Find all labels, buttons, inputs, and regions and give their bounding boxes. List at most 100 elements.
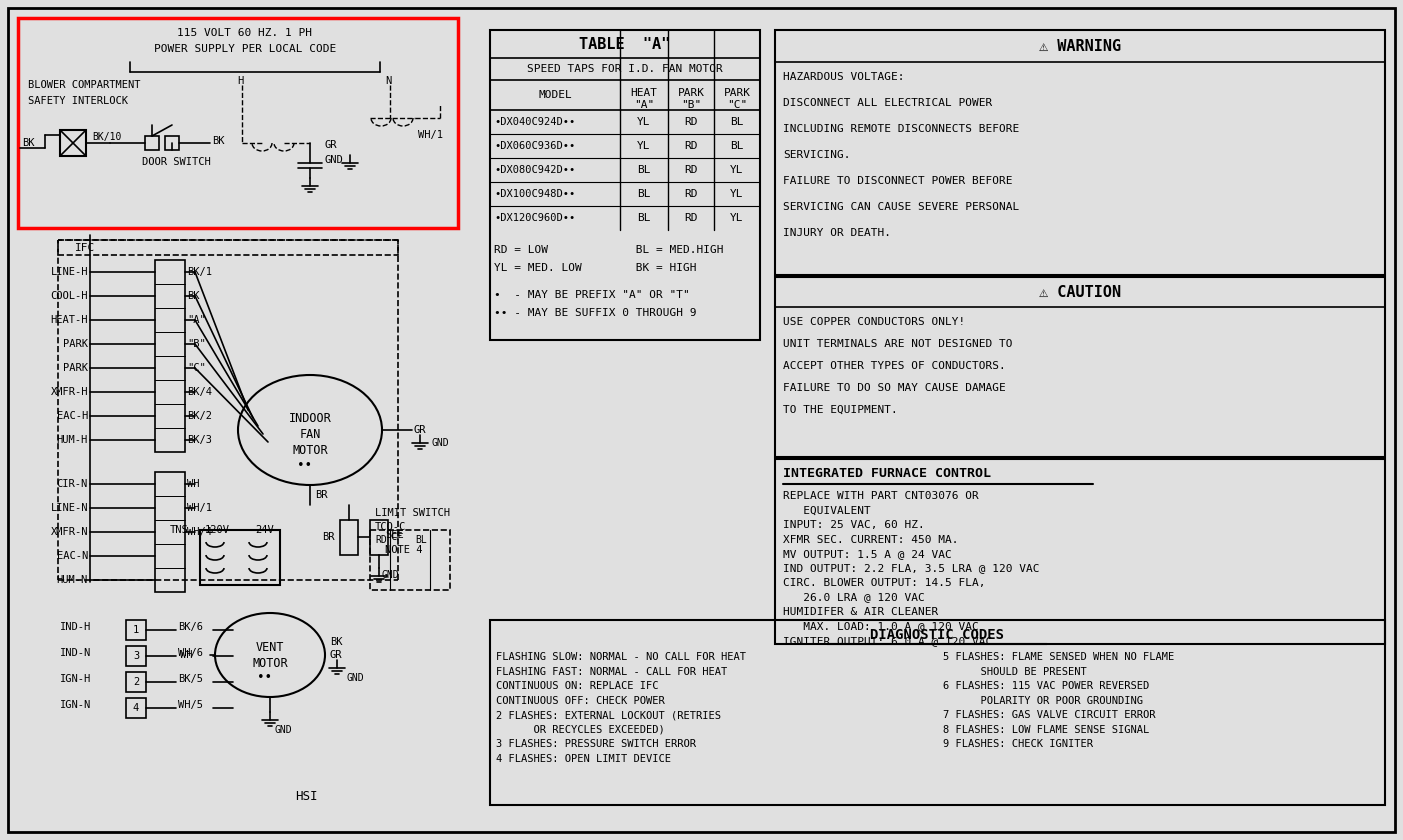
Text: •DX120C960D••: •DX120C960D••: [494, 213, 575, 223]
Text: BR: BR: [316, 490, 327, 500]
Text: WH/1: WH/1: [418, 130, 443, 140]
Text: IGNITER OUTPUT: 6.0 A @ 120 VAC: IGNITER OUTPUT: 6.0 A @ 120 VAC: [783, 636, 992, 646]
Text: BL: BL: [730, 141, 744, 151]
Text: CIR-N: CIR-N: [56, 479, 88, 489]
Text: SERVICING.: SERVICING.: [783, 150, 850, 160]
Text: ⚠ WARNING: ⚠ WARNING: [1040, 39, 1121, 54]
Text: MV OUTPUT: 1.5 A @ 24 VAC: MV OUTPUT: 1.5 A @ 24 VAC: [783, 549, 951, 559]
Text: BL: BL: [637, 165, 651, 175]
Text: BK/2: BK/2: [187, 411, 212, 421]
Text: IND-N: IND-N: [60, 648, 91, 658]
Text: HUMIDIFER & AIR CLEANER: HUMIDIFER & AIR CLEANER: [783, 607, 939, 617]
Text: GND: GND: [382, 570, 400, 580]
Text: RD: RD: [685, 165, 697, 175]
Text: 9 FLASHES: CHECK IGNITER: 9 FLASHES: CHECK IGNITER: [943, 739, 1093, 749]
Text: GR: GR: [325, 140, 338, 150]
Text: BK: BK: [187, 291, 199, 301]
Text: IFC: IFC: [74, 243, 95, 253]
Text: PARK: PARK: [63, 339, 88, 349]
Text: UNIT TERMINALS ARE NOT DESIGNED TO: UNIT TERMINALS ARE NOT DESIGNED TO: [783, 339, 1013, 349]
Text: YL: YL: [730, 165, 744, 175]
Bar: [490, 30, 760, 340]
Text: 8 FLASHES: LOW FLAME SENSE SIGNAL: 8 FLASHES: LOW FLAME SENSE SIGNAL: [943, 725, 1149, 734]
Text: GND: GND: [347, 673, 365, 683]
Text: LINE-H: LINE-H: [51, 267, 88, 277]
Text: GND: GND: [325, 155, 344, 165]
Text: "B": "B": [187, 339, 206, 349]
Bar: [340, 520, 358, 555]
Text: HEAT: HEAT: [630, 88, 658, 98]
Text: PARK: PARK: [678, 88, 704, 98]
Text: 2: 2: [133, 677, 139, 687]
Text: WH: WH: [180, 650, 192, 660]
Text: 26.0 LRA @ 120 VAC: 26.0 LRA @ 120 VAC: [783, 592, 925, 602]
Text: ••: ••: [297, 459, 313, 471]
Text: IGN-H: IGN-H: [60, 674, 91, 684]
Text: YL: YL: [730, 189, 744, 199]
Bar: [18, 18, 457, 228]
Text: IND OUTPUT: 2.2 FLA, 3.5 LRA @ 120 VAC: IND OUTPUT: 2.2 FLA, 3.5 LRA @ 120 VAC: [783, 564, 1040, 574]
Text: BK/1: BK/1: [187, 267, 212, 277]
Text: GND: GND: [275, 725, 293, 735]
Text: BL: BL: [637, 189, 651, 199]
Text: BK/6: BK/6: [178, 622, 203, 632]
Text: 5 FLASHES: FLAME SENSED WHEN NO FLAME: 5 FLASHES: FLAME SENSED WHEN NO FLAME: [943, 652, 1174, 662]
Text: EQUIVALENT: EQUIVALENT: [783, 506, 871, 516]
Text: IND-H: IND-H: [60, 622, 91, 632]
Text: PARK: PARK: [724, 88, 751, 98]
Text: YL: YL: [730, 213, 744, 223]
Text: "A": "A": [634, 100, 654, 110]
Bar: [60, 130, 86, 156]
Text: SHOULD BE PRESENT: SHOULD BE PRESENT: [943, 666, 1087, 676]
Text: USE COPPER CONDUCTORS ONLY!: USE COPPER CONDUCTORS ONLY!: [783, 317, 965, 327]
Text: BK/5: BK/5: [178, 674, 203, 684]
Text: TO THE EQUIPMENT.: TO THE EQUIPMENT.: [783, 405, 898, 415]
Text: FAILURE TO DO SO MAY CAUSE DAMAGE: FAILURE TO DO SO MAY CAUSE DAMAGE: [783, 383, 1006, 393]
Bar: [774, 277, 1385, 457]
Text: "C": "C": [187, 363, 206, 373]
Text: HUM-H: HUM-H: [56, 435, 88, 445]
Text: ••: ••: [258, 670, 272, 684]
Text: INJURY OR DEATH.: INJURY OR DEATH.: [783, 228, 891, 238]
Text: 24V: 24V: [255, 525, 274, 535]
Text: MAX. LOAD: 1.0 A @ 120 VAC: MAX. LOAD: 1.0 A @ 120 VAC: [783, 622, 979, 632]
Bar: [154, 260, 185, 452]
Text: CF: CF: [390, 532, 403, 542]
Bar: [166, 136, 180, 150]
Text: 120V: 120V: [205, 525, 230, 535]
Text: IGN-N: IGN-N: [60, 700, 91, 710]
Bar: [774, 459, 1385, 644]
Text: WH/1: WH/1: [187, 503, 212, 513]
Text: CONTINUOUS ON: REPLACE IFC: CONTINUOUS ON: REPLACE IFC: [497, 681, 658, 691]
Bar: [126, 698, 146, 718]
Bar: [126, 672, 146, 692]
Text: FLASHING SLOW: NORMAL - NO CALL FOR HEAT: FLASHING SLOW: NORMAL - NO CALL FOR HEAT: [497, 652, 746, 662]
Text: HUM-N: HUM-N: [56, 575, 88, 585]
Text: INPUT: 25 VAC, 60 HZ.: INPUT: 25 VAC, 60 HZ.: [783, 520, 925, 530]
Text: PARK: PARK: [63, 363, 88, 373]
Text: "A": "A": [187, 315, 206, 325]
Text: 3: 3: [133, 651, 139, 661]
Text: •DX040C924D••: •DX040C924D••: [494, 117, 575, 127]
Text: •DX060C936D••: •DX060C936D••: [494, 141, 575, 151]
Bar: [126, 620, 146, 640]
Text: VENT: VENT: [255, 641, 285, 654]
Text: CIRC. BLOWER OUTPUT: 14.5 FLA,: CIRC. BLOWER OUTPUT: 14.5 FLA,: [783, 578, 985, 588]
Bar: [490, 620, 1385, 805]
Text: WH/4: WH/4: [187, 527, 212, 537]
Text: "B": "B": [680, 100, 702, 110]
Text: RD: RD: [685, 189, 697, 199]
Text: HEAT-H: HEAT-H: [51, 315, 88, 325]
Text: XMFR-N: XMFR-N: [51, 527, 88, 537]
Text: EAC-N: EAC-N: [56, 551, 88, 561]
Text: FLASHING FAST: NORMAL - CALL FOR HEAT: FLASHING FAST: NORMAL - CALL FOR HEAT: [497, 666, 727, 676]
Bar: [58, 240, 398, 255]
Text: DISCONNECT ALL ELECTRICAL POWER: DISCONNECT ALL ELECTRICAL POWER: [783, 98, 992, 108]
Text: TABLE  "A": TABLE "A": [579, 36, 671, 51]
Text: RD: RD: [685, 141, 697, 151]
Text: XFMR SEC. CURRENT: 450 MA.: XFMR SEC. CURRENT: 450 MA.: [783, 534, 958, 544]
Text: BK/10: BK/10: [93, 132, 122, 142]
Text: MOTOR: MOTOR: [253, 657, 288, 669]
Text: BR: BR: [323, 532, 334, 542]
Bar: [774, 30, 1385, 275]
